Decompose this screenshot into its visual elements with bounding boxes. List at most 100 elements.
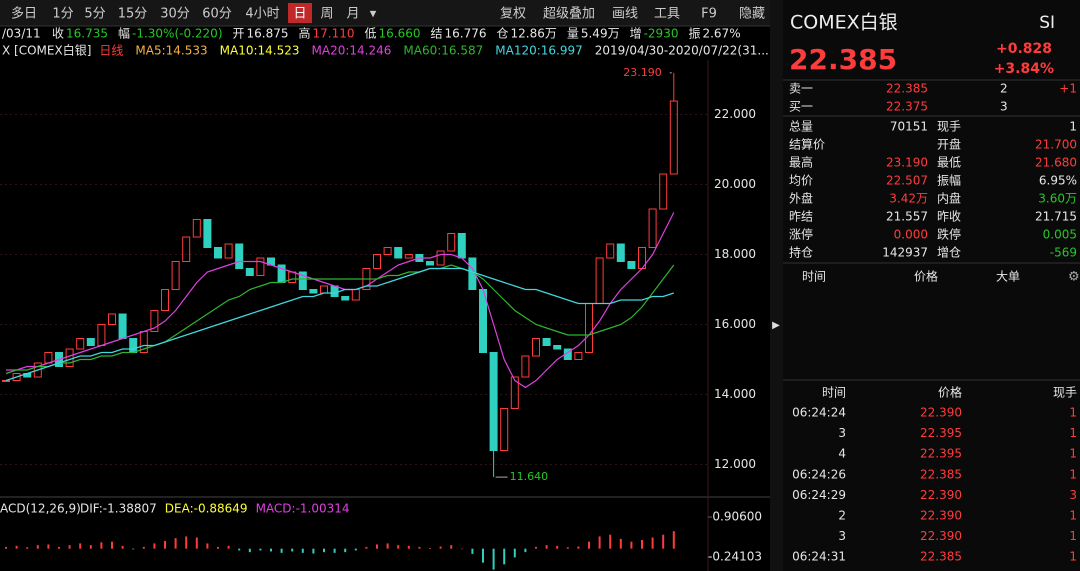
- quote-panel: [783, 0, 1080, 571]
- quote-name: COMEX白银: [790, 12, 898, 34]
- stat-value: -569: [1050, 246, 1077, 260]
- stat-value: 22.507: [886, 174, 928, 188]
- candle: [447, 233, 456, 252]
- macd-bar: [460, 548, 463, 550]
- candle: [330, 285, 339, 297]
- period-button[interactable]: 1分: [52, 7, 73, 22]
- period-button[interactable]: 日: [293, 7, 306, 22]
- period-button[interactable]: ▾: [370, 7, 377, 22]
- macd-bar: [153, 543, 156, 549]
- info-label: 高: [299, 26, 311, 41]
- stat-value: 21.680: [1035, 156, 1077, 170]
- trade-volume: 1: [1069, 406, 1077, 420]
- macd-bar: [524, 548, 527, 553]
- stat-value: 21.700: [1035, 138, 1077, 152]
- macd-indicator: DEA:-0.88649: [165, 502, 248, 516]
- macd-bar: [259, 548, 262, 551]
- macd-bar: [386, 543, 389, 549]
- period-button[interactable]: 30分: [160, 7, 190, 22]
- ob-delta: +1: [1059, 82, 1077, 96]
- candle: [574, 352, 583, 360]
- y-tick-label: 12.000: [714, 457, 756, 471]
- macd-bar: [68, 545, 71, 549]
- macd-bar: [142, 546, 145, 549]
- candle: [383, 247, 392, 255]
- macd-bar: [36, 545, 39, 549]
- stat-label: 最高: [789, 155, 813, 170]
- period-button[interactable]: 15分: [118, 7, 148, 22]
- candle: [245, 268, 254, 276]
- macd-bar: [15, 545, 18, 549]
- stat-value: 23.190: [886, 156, 928, 170]
- macd-bar: [619, 538, 622, 549]
- y-tick-label: 14.000: [714, 387, 756, 401]
- stat-value: 3.60万: [1038, 192, 1077, 206]
- tool-button[interactable]: 隐藏: [739, 7, 765, 22]
- candle: [150, 310, 159, 332]
- period-button[interactable]: 月: [346, 7, 359, 22]
- macd-bar: [609, 534, 612, 549]
- macd-bar: [89, 545, 92, 549]
- stat-label: 现手: [937, 120, 961, 134]
- macd-bar: [651, 537, 654, 549]
- candle: [298, 271, 307, 290]
- candle: [129, 338, 138, 353]
- macd-bar: [577, 546, 580, 549]
- macd-bar: [662, 534, 665, 549]
- ob-price: 22.375: [886, 100, 928, 114]
- settings-icon[interactable]: ⚙: [1068, 270, 1080, 285]
- macd-bar: [535, 546, 537, 549]
- stat-label: 外盘: [789, 191, 813, 206]
- tool-button[interactable]: 复权: [500, 6, 526, 22]
- candle: [510, 376, 519, 409]
- candle: [76, 338, 85, 350]
- y-tick-label: 20.000: [714, 177, 756, 191]
- info-value: -2930: [644, 27, 679, 41]
- candle: [2, 380, 10, 382]
- splitter[interactable]: [770, 0, 783, 571]
- legend-item: MA20:14.246: [312, 44, 392, 58]
- macd-bar: [397, 545, 400, 549]
- expand-arrow[interactable]: ▶: [772, 320, 780, 331]
- period-button[interactable]: 5分: [84, 7, 105, 22]
- tool-button[interactable]: F9: [701, 7, 717, 22]
- macd-bar: [132, 548, 135, 550]
- macd-bar: [588, 541, 590, 549]
- info-value: 17.110: [313, 27, 355, 41]
- trade-volume: 1: [1069, 447, 1077, 461]
- trade-volume: 3: [1069, 488, 1077, 502]
- trade-price: 22.395: [920, 426, 962, 440]
- macd-bar: [323, 548, 325, 553]
- macd-bar: [248, 548, 251, 553]
- ma-line: [5, 264, 675, 375]
- info-label: 增: [630, 27, 642, 41]
- y-tick-label: 22.000: [714, 107, 756, 121]
- period-button[interactable]: 多日: [11, 6, 37, 22]
- trade-price: 22.385: [920, 550, 962, 564]
- candle: [659, 173, 668, 210]
- tool-button[interactable]: 工具: [654, 7, 680, 22]
- macd-indicator: DIF:-1.38807: [80, 502, 157, 516]
- ma-line: [6, 212, 675, 389]
- candle: [108, 313, 116, 325]
- period-button[interactable]: 4小时: [245, 7, 279, 22]
- macd-bar: [238, 548, 241, 551]
- info-label: 收: [52, 27, 64, 41]
- macd-bar: [641, 539, 643, 549]
- stat-value: 3.42万: [889, 192, 928, 206]
- trade-time: 3: [838, 529, 846, 543]
- candle: [542, 338, 551, 346]
- period-button[interactable]: 周: [320, 7, 333, 22]
- toolbar-bg: [0, 0, 778, 26]
- stat-label: 涨停: [789, 227, 813, 242]
- macd-bar: [598, 536, 601, 549]
- trade-time: 3: [838, 426, 846, 440]
- period-button[interactable]: 60分: [202, 7, 232, 22]
- tool-button[interactable]: 超级叠加: [543, 7, 595, 22]
- tool-button[interactable]: 画线: [612, 7, 638, 22]
- info-value: -1.30%(-0.220): [132, 27, 223, 41]
- candle: [457, 233, 466, 259]
- ob-side: 卖一: [789, 82, 813, 96]
- ob-qty: 2: [1000, 82, 1008, 96]
- y-tick-label: 0.90600: [712, 510, 762, 524]
